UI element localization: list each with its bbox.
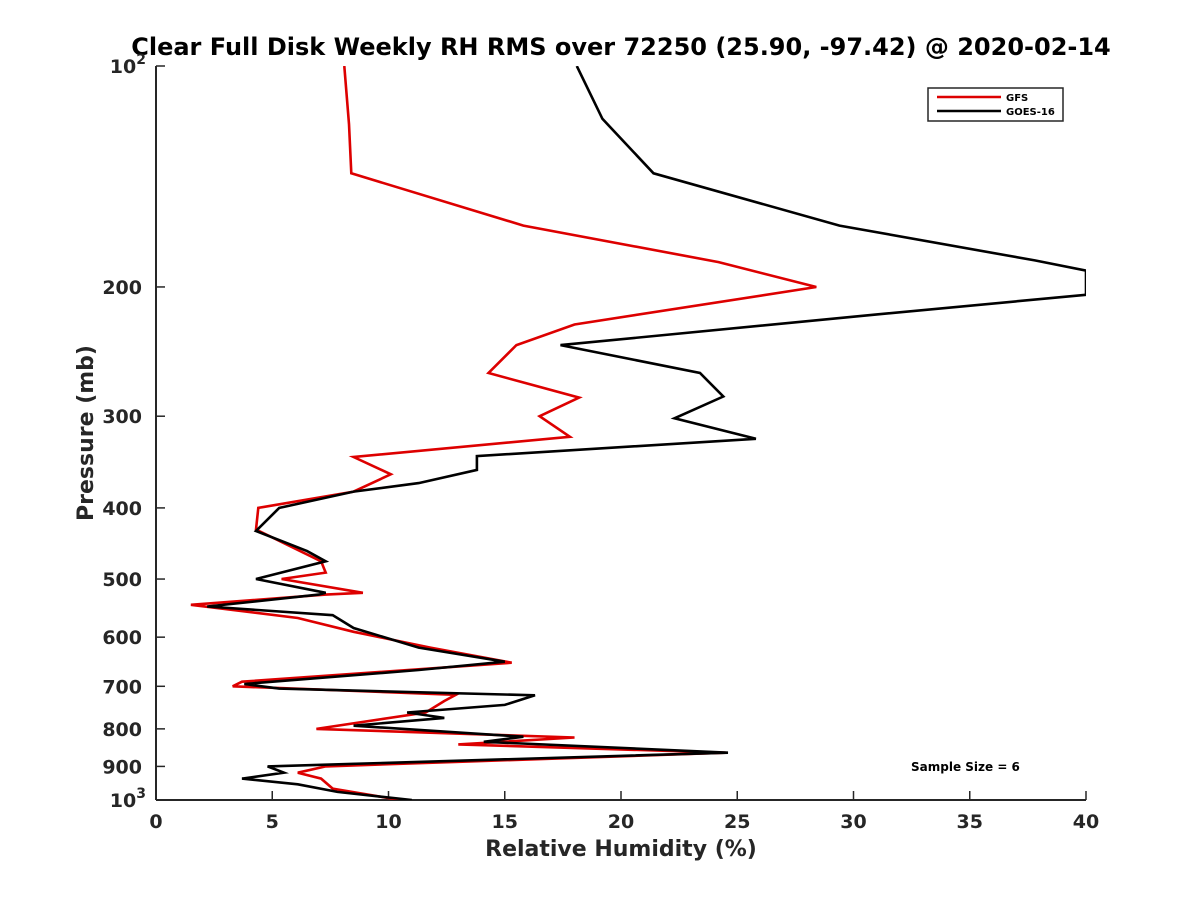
y-tick-label: 102: [110, 52, 146, 78]
x-tick-label: 15: [492, 811, 518, 833]
y-tick-label: 400: [102, 498, 142, 520]
x-tick-label: 35: [957, 811, 983, 833]
x-tick-label: 40: [1073, 811, 1099, 833]
legend-box: [927, 87, 1064, 122]
y-tick-label: 700: [102, 676, 142, 698]
y-tick-label: 600: [102, 627, 142, 649]
y-tick-label: 300: [102, 406, 142, 428]
x-tick-label: 10: [375, 811, 401, 833]
y-tick-label: 500: [102, 569, 142, 591]
y-ticks: 102 200 300 400 500 600 700 800 900 103: [102, 52, 165, 812]
sample-size-annotation: Sample Size = 6: [911, 760, 1020, 774]
y-tick-label: 200: [102, 277, 142, 299]
y-tick-label: 800: [102, 719, 142, 741]
chart-title: Clear Full Disk Weekly RH RMS over 72250…: [131, 33, 1111, 61]
x-tick-label: 0: [149, 811, 162, 833]
series-layer: [190, 66, 1086, 800]
series-line-goes16: [207, 66, 1086, 800]
series-line-gfs: [190, 66, 817, 800]
x-tick-label: 30: [840, 811, 866, 833]
legend-label-goes16: GOES-16: [1006, 107, 1055, 118]
y-tick-label: 900: [102, 756, 142, 778]
y-axis-label: Pressure (mb): [74, 345, 99, 521]
x-ticks: 0 5 10 15 20 25 30 35 40: [149, 791, 1099, 833]
x-axis-label: Relative Humidity (%): [485, 837, 757, 862]
y-tick-label: 103: [110, 786, 146, 812]
legend: GFS GOES-16: [927, 87, 1064, 122]
x-tick-label: 20: [608, 811, 634, 833]
x-tick-label: 5: [266, 811, 279, 833]
x-tick-label: 25: [724, 811, 750, 833]
legend-label-gfs: GFS: [1006, 93, 1028, 104]
